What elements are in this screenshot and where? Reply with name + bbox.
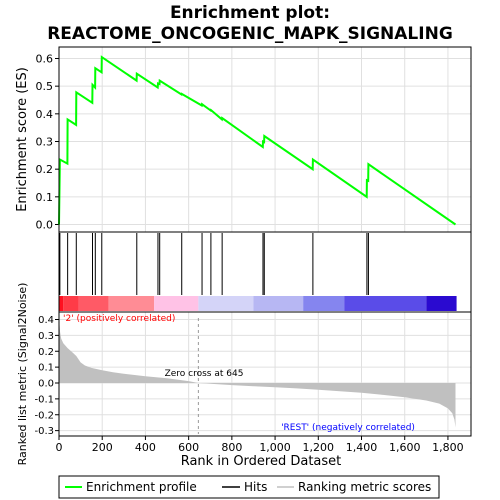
es-y-axis-label: Enrichment score (ES) <box>15 67 30 212</box>
metric-tick-label: -0.1 <box>34 394 54 405</box>
legend: Enrichment profile Hits Ranking metric s… <box>58 475 440 499</box>
zero-cross-label: Zero cross at 645 <box>165 369 244 379</box>
es-tick-label: 0.1 <box>36 191 54 204</box>
metric-tick-label: 0.2 <box>38 347 54 358</box>
x-tick-label: 1,200 <box>303 441 335 454</box>
x-tick-label: 1,000 <box>259 441 291 454</box>
es-tick-label: 0.5 <box>36 80 54 93</box>
metric-tick-label: 0.3 <box>38 331 54 342</box>
x-tick-label: 1,400 <box>346 441 378 454</box>
ranking-heat-bar <box>59 296 457 311</box>
metric-tick-label: 0.1 <box>38 363 54 374</box>
enrichment-profile-line <box>58 55 457 226</box>
es-tick-label: 0.3 <box>36 136 54 149</box>
hits-panel <box>58 231 472 313</box>
legend-label-hits: Hits <box>244 480 267 494</box>
heat-band <box>426 296 457 311</box>
x-tick-label: 200 <box>92 441 113 454</box>
metric-tick-label: 0.0 <box>38 379 54 390</box>
chart-title-line2: REACTOME_ONCOGENIC_MAPK_SIGNALING <box>47 24 453 44</box>
heat-band <box>63 296 79 311</box>
metric-y-ticks: -0.3 -0.2 -0.1 0.0 0.1 0.2 0.3 0.4 <box>34 315 59 437</box>
metric-tick-label: 0.4 <box>38 315 54 326</box>
metric-tick-label: -0.3 <box>34 426 54 437</box>
heat-band <box>198 296 254 311</box>
metric-panel: -0.3 -0.2 -0.1 0.0 0.1 0.2 0.3 0.4 '2' (positiv… <box>16 283 472 466</box>
heat-band <box>253 296 304 311</box>
es-panel: 0.0 0.1 0.2 0.3 0.4 0.5 0.6 Enrichment score (… <box>15 46 472 233</box>
x-axis-ticks: 0 200 400 600 800 1,000 1,200 1,400 1,600 1,800 <box>56 436 464 454</box>
x-tick-label: 800 <box>221 441 242 454</box>
metric-gridlines <box>58 312 471 436</box>
heat-band <box>108 296 155 311</box>
legend-label-enrichment-profile: Enrichment profile <box>86 480 197 494</box>
es-y-ticks: 0.0 0.1 0.2 0.3 0.4 0.5 0.6 <box>36 53 59 232</box>
heat-band <box>303 296 345 311</box>
positive-correlation-label: '2' (positively correlated) <box>63 314 175 324</box>
x-tick-label: 600 <box>178 441 199 454</box>
heat-band <box>59 296 64 311</box>
x-axis-label: Rank in Ordered Dataset <box>181 454 342 469</box>
x-tick-label: 0 <box>56 441 63 454</box>
es-tick-label: 0.2 <box>36 163 54 176</box>
es-tick-label: 0.4 <box>36 108 54 121</box>
heat-band <box>78 296 109 311</box>
x-tick-label: 400 <box>135 441 156 454</box>
chart-title-line1: Enrichment plot: <box>170 3 330 23</box>
heat-band <box>344 296 427 311</box>
es-tick-label: 0.0 <box>36 219 54 232</box>
es-tick-label: 0.6 <box>36 53 54 66</box>
x-tick-label: 1,600 <box>389 441 421 454</box>
heat-band <box>154 296 199 311</box>
hits-markers <box>59 233 369 295</box>
metric-y-axis-label: Ranked list metric (Signal2Noise) <box>16 283 29 466</box>
metric-tick-label: -0.2 <box>34 410 54 421</box>
negative-correlation-label: 'REST' (negatively correlated) <box>281 423 415 433</box>
legend-label-ranking-metric: Ranking metric scores <box>298 480 431 494</box>
x-tick-label: 1,800 <box>432 441 464 454</box>
